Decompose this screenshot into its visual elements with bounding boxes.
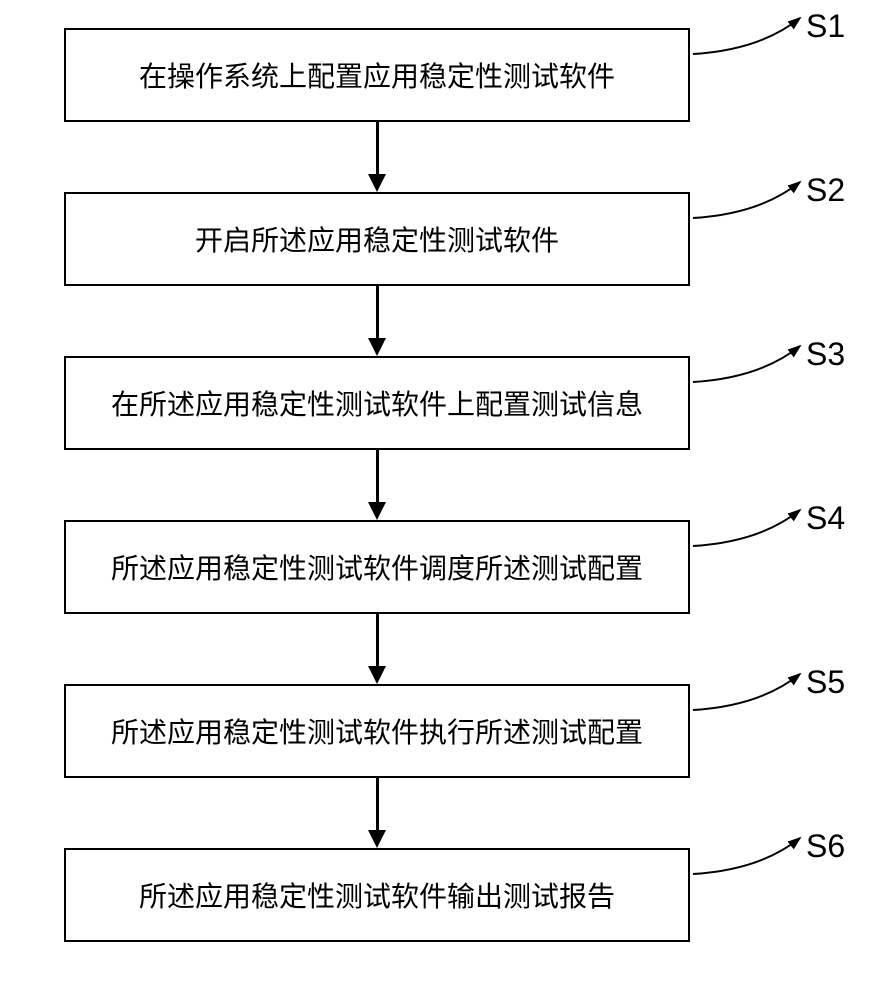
- step-text-s4: 所述应用稳定性测试软件调度所述测试配置: [111, 547, 643, 587]
- connector-s1-s2-line: [376, 122, 379, 174]
- connector-s4-s5-head: [368, 666, 386, 684]
- step-box-s4: 所述应用稳定性测试软件调度所述测试配置: [64, 520, 690, 614]
- connector-s3-s4-head: [368, 502, 386, 520]
- connector-s2-s3-head: [368, 338, 386, 356]
- connector-s1-s2-head: [368, 174, 386, 192]
- flowchart-canvas: 在操作系统上配置应用稳定性测试软件 开启所述应用稳定性测试软件 在所述应用稳定性…: [0, 0, 876, 1000]
- connector-s5-s6-line: [376, 778, 379, 830]
- step-label-s4: S4: [806, 500, 845, 537]
- connector-s3-s4-line: [376, 450, 379, 502]
- step-text-s2: 开启所述应用稳定性测试软件: [195, 219, 559, 259]
- step-label-s2: S2: [806, 172, 845, 209]
- step-text-s3: 在所述应用稳定性测试软件上配置测试信息: [111, 383, 643, 423]
- connector-s5-s6-head: [368, 830, 386, 848]
- step-box-s2: 开启所述应用稳定性测试软件: [64, 192, 690, 286]
- step-text-s6: 所述应用稳定性测试软件输出测试报告: [139, 875, 615, 915]
- step-label-s5: S5: [806, 664, 845, 701]
- step-box-s1: 在操作系统上配置应用稳定性测试软件: [64, 28, 690, 122]
- step-label-s3: S3: [806, 336, 845, 373]
- step-label-s1: S1: [806, 8, 845, 45]
- step-label-s6: S6: [806, 828, 845, 865]
- connector-s2-s3-line: [376, 286, 379, 338]
- step-box-s6: 所述应用稳定性测试软件输出测试报告: [64, 848, 690, 942]
- step-box-s3: 在所述应用稳定性测试软件上配置测试信息: [64, 356, 690, 450]
- step-text-s1: 在操作系统上配置应用稳定性测试软件: [139, 55, 615, 95]
- step-text-s5: 所述应用稳定性测试软件执行所述测试配置: [111, 711, 643, 751]
- step-box-s5: 所述应用稳定性测试软件执行所述测试配置: [64, 684, 690, 778]
- connector-s4-s5-line: [376, 614, 379, 666]
